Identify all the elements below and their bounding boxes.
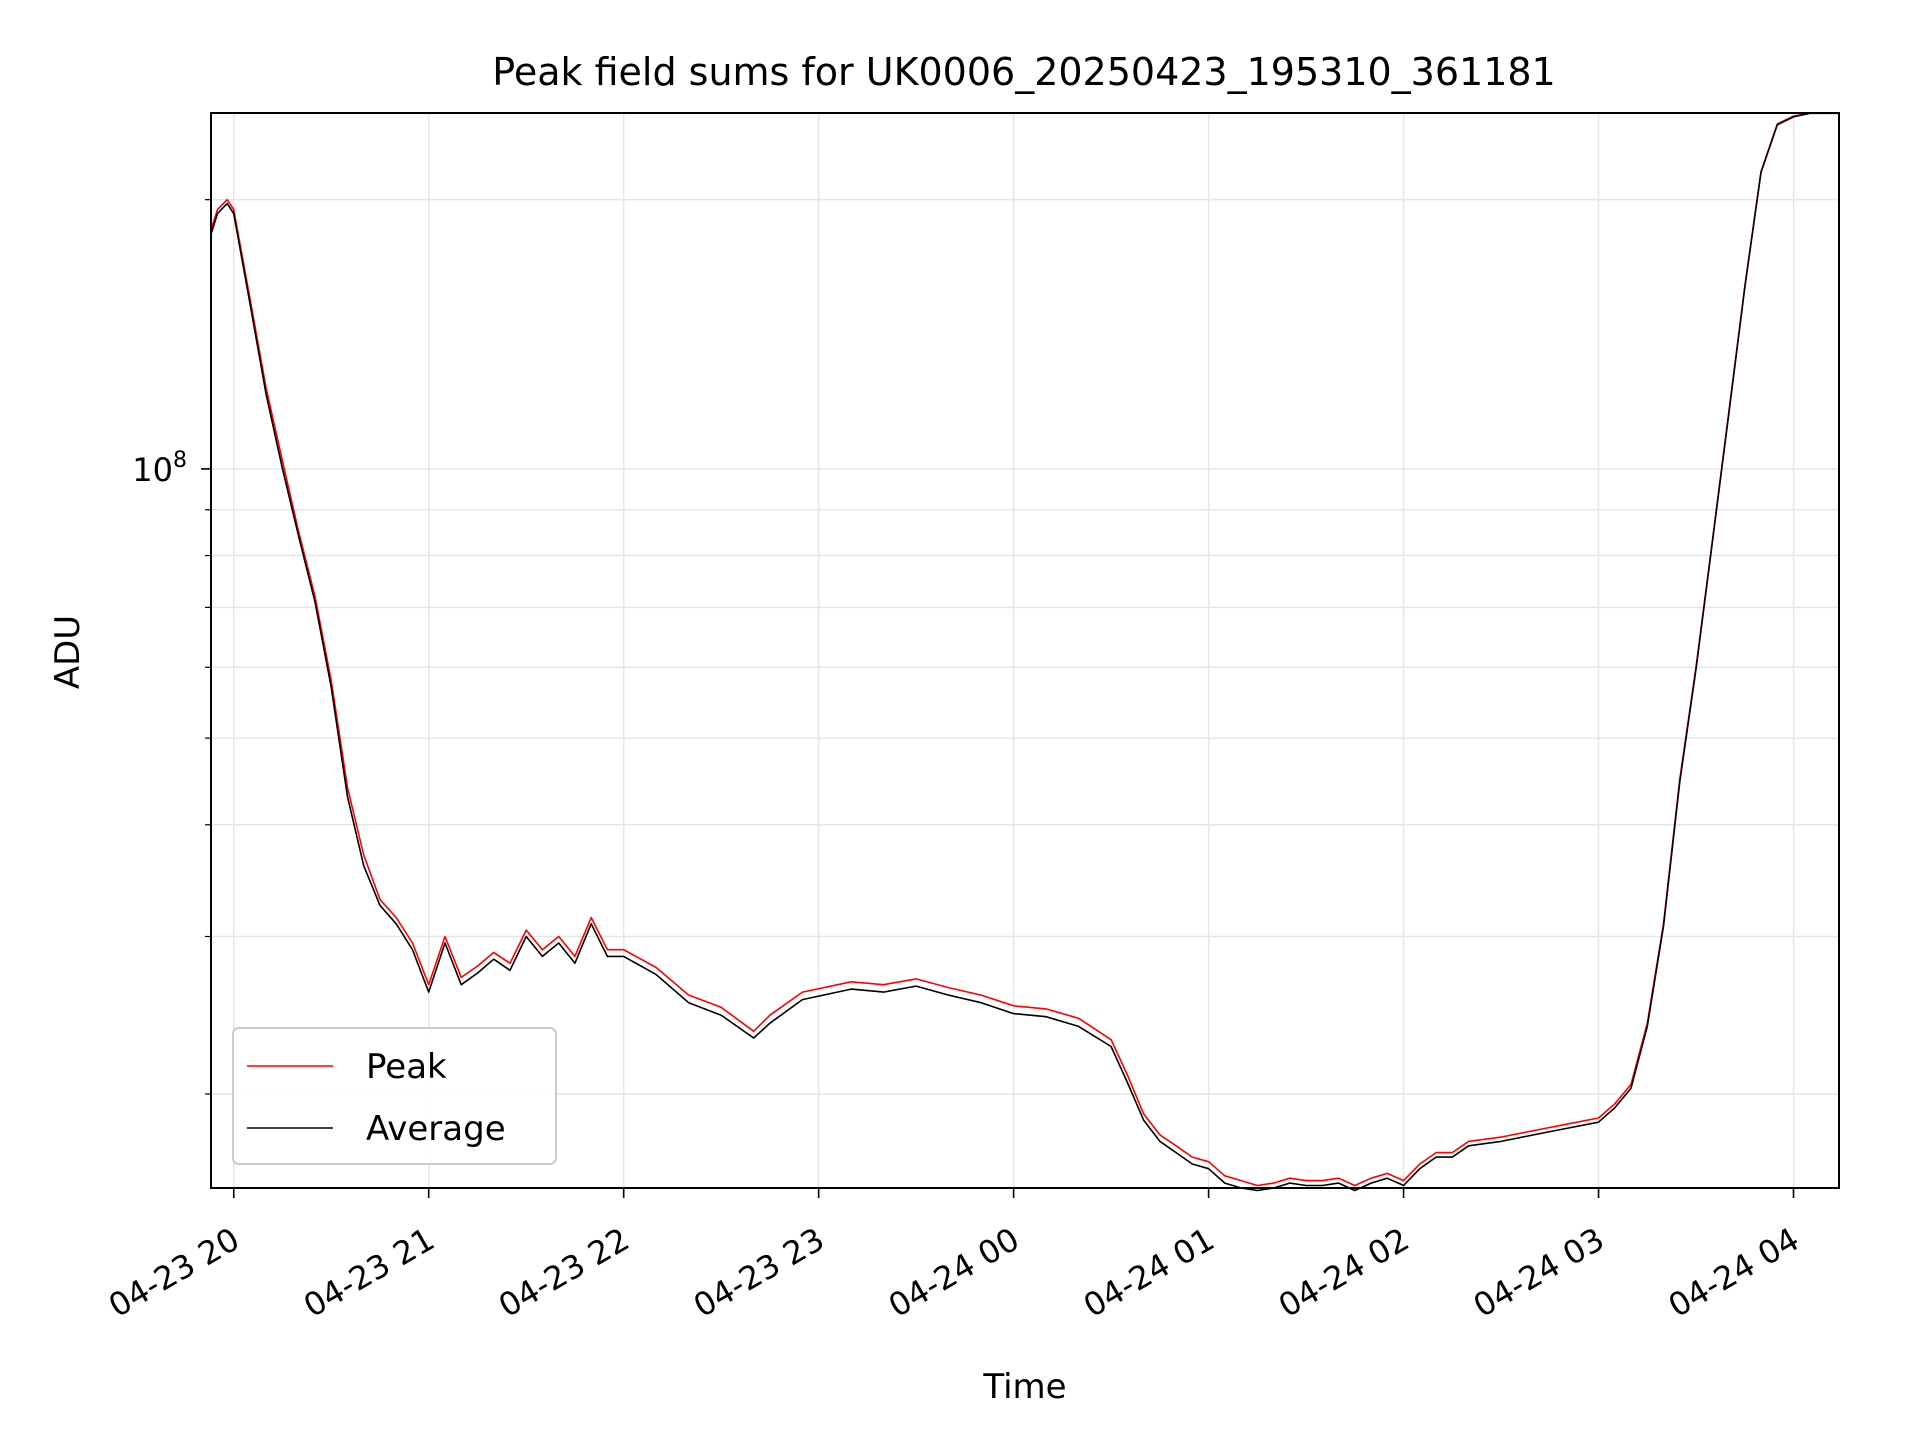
y-tick-label: 108 — [132, 448, 187, 489]
series-line-average — [210, 112, 1839, 1192]
plot-frame — [210, 112, 1840, 1189]
legend-label-peak: Peak — [366, 1047, 447, 1087]
legend-label-average: Average — [366, 1109, 506, 1149]
y-axis-label: ADU — [48, 615, 88, 689]
legend: Peak Average — [232, 1027, 557, 1165]
x-axis-label: Time — [982, 1367, 1066, 1407]
chart-title: Peak field sums for UK0006_20250423_1953… — [492, 50, 1555, 94]
y-tick-labels: 108 — [132, 448, 187, 489]
axis-ticks — [201, 199, 1795, 1198]
series-line-peak — [210, 112, 1839, 1187]
plot-area — [210, 112, 1839, 1192]
legend-box — [232, 1027, 557, 1165]
